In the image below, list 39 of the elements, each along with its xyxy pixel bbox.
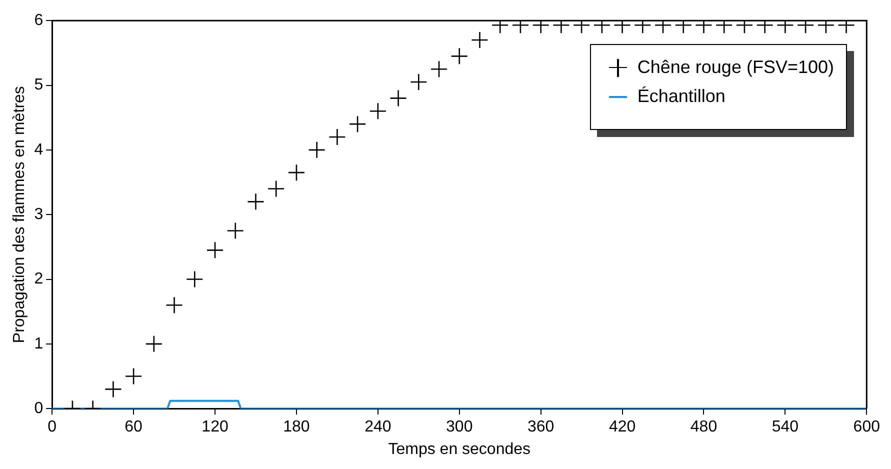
x-tick-label: 540 <box>772 418 799 436</box>
y-axis-title: Propagation des flammes en mètres <box>11 86 28 344</box>
legend-label: Échantillon <box>637 86 726 107</box>
x-tick-label: 360 <box>527 418 554 436</box>
x-tick-label: 420 <box>608 418 636 436</box>
point <box>145 335 163 353</box>
legend-label: Chêne rouge (FSV=100) <box>637 57 834 78</box>
x-tick-label: 120 <box>202 418 228 436</box>
x-tick-label: 600 <box>853 418 880 436</box>
point <box>288 164 306 182</box>
x-tick-label: 180 <box>283 418 310 436</box>
x-tick-label: 60 <box>124 418 143 436</box>
point <box>308 141 326 159</box>
y-tick-label: 6 <box>34 12 44 30</box>
point <box>390 90 407 107</box>
x-axis-title: Temps en secondes <box>388 440 531 458</box>
point <box>410 73 428 91</box>
y-tick-label: 0 <box>34 400 44 418</box>
point <box>328 128 346 146</box>
x-tick-label: 240 <box>364 418 392 436</box>
y-tick-label: 3 <box>34 206 44 224</box>
x-tick-label: 300 <box>446 418 473 436</box>
point <box>226 222 244 240</box>
y-tick-label: 2 <box>34 270 44 288</box>
point <box>186 270 204 288</box>
point <box>369 102 387 120</box>
point <box>206 242 224 259</box>
y-tick-label: 4 <box>34 141 44 158</box>
point <box>450 48 468 65</box>
point <box>348 115 366 133</box>
y-tick-label: 1 <box>34 335 44 352</box>
point <box>104 380 122 398</box>
point <box>166 296 183 314</box>
point <box>124 368 142 385</box>
x-tick-label: 480 <box>690 418 718 436</box>
point <box>267 180 285 198</box>
point <box>247 193 264 210</box>
y-tick-label: 5 <box>34 76 44 94</box>
x-tick-label: 0 <box>48 418 57 436</box>
